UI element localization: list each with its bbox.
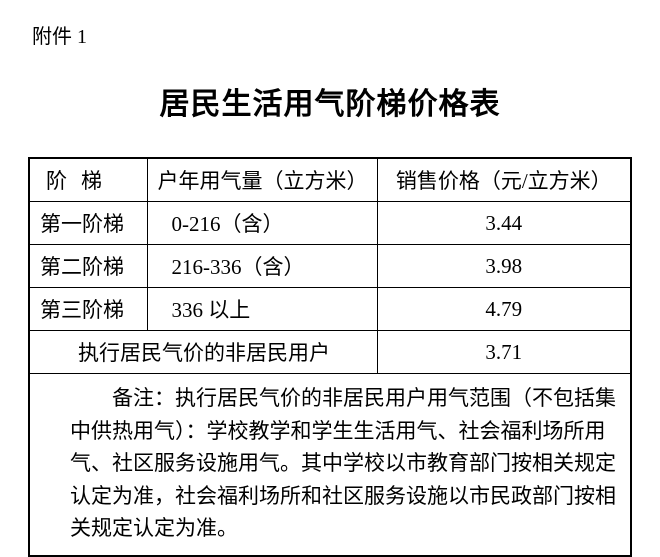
- cell-tier: 第一阶梯: [29, 202, 147, 245]
- table-header-row: 阶梯 户年用气量（立方米） 销售价格（元/立方米）: [29, 158, 631, 202]
- cell-price: 3.44: [377, 202, 631, 245]
- non-resident-price: 3.71: [377, 331, 631, 374]
- cell-usage: 0-216（含）: [147, 202, 377, 245]
- cell-price: 4.79: [377, 288, 631, 331]
- table-row: 第三阶梯 336 以上 4.79: [29, 288, 631, 331]
- attachment-label: 附件 1: [32, 20, 632, 49]
- page-title: 居民生活用气阶梯价格表: [28, 79, 632, 123]
- price-table: 阶梯 户年用气量（立方米） 销售价格（元/立方米） 第一阶梯 0-216（含） …: [28, 157, 632, 557]
- remarks-text: 备注：执行居民气价的非居民用户用气范围（不包括集中供热用气）：学校教学和学生生活…: [70, 382, 616, 545]
- non-resident-label: 执行居民气价的非居民用户: [29, 331, 377, 374]
- non-resident-row: 执行居民气价的非居民用户 3.71: [29, 331, 631, 374]
- table-row: 第二阶梯 216-336（含） 3.98: [29, 245, 631, 288]
- header-tier: 阶梯: [29, 158, 147, 202]
- cell-tier: 第三阶梯: [29, 288, 147, 331]
- header-usage: 户年用气量（立方米）: [147, 158, 377, 202]
- header-price: 销售价格（元/立方米）: [377, 158, 631, 202]
- cell-usage: 216-336（含）: [147, 245, 377, 288]
- remarks-row: 备注：执行居民气价的非居民用户用气范围（不包括集中供热用气）：学校教学和学生生活…: [29, 374, 631, 556]
- remarks-cell: 备注：执行居民气价的非居民用户用气范围（不包括集中供热用气）：学校教学和学生生活…: [29, 374, 631, 556]
- cell-tier: 第二阶梯: [29, 245, 147, 288]
- cell-price: 3.98: [377, 245, 631, 288]
- table-row: 第一阶梯 0-216（含） 3.44: [29, 202, 631, 245]
- cell-usage: 336 以上: [147, 288, 377, 331]
